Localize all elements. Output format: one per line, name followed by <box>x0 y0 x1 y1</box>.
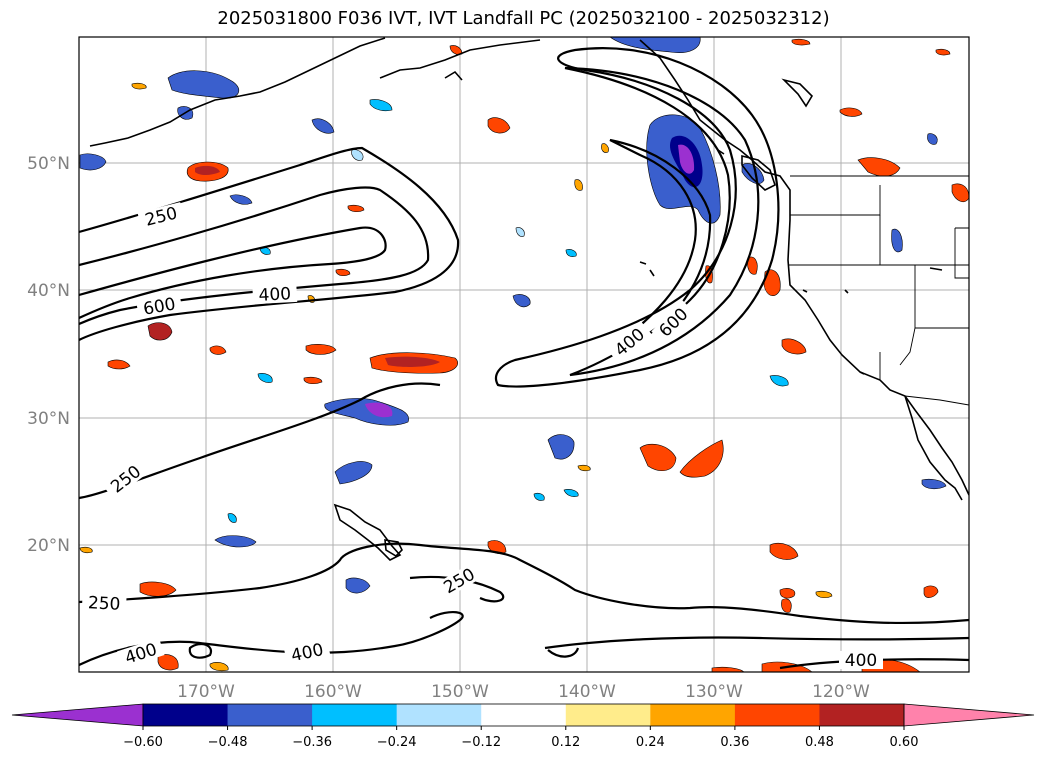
lat-tick-label: 30°N <box>27 409 70 429</box>
contour-label: 400 <box>258 284 291 306</box>
lon-tick-label: 120°W <box>812 682 870 702</box>
map-title: 2025031800 F036 IVT, IVT Landfall PC (20… <box>217 8 830 29</box>
colorbar-tick-label: 0.36 <box>720 735 749 750</box>
colorbar-tick-label: 0.12 <box>551 735 580 750</box>
lon-tick-label: 170°W <box>177 682 235 702</box>
colorbar-bin <box>396 704 482 726</box>
lon-tick-label: 130°W <box>685 682 743 702</box>
contour-label: 250 <box>87 593 120 615</box>
colorbar: −0.60 −0.48 −0.36 −0.24 −0.12 0.12 0.24 0.36 0.4… <box>11 703 1035 750</box>
coastlines <box>89 37 969 561</box>
colorbar-tick-label: −0.12 <box>461 735 501 750</box>
longitude-axis: 170°W 160°W 150°W 140°W 130°W 120°W <box>177 682 870 702</box>
colorbar-tick-label: −0.24 <box>377 735 417 750</box>
gridlines <box>79 37 969 672</box>
colorbar-bin <box>734 704 820 726</box>
colorbar-extend-max <box>903 703 1035 727</box>
contour-label: 400 <box>845 651 877 671</box>
colorbar-bin <box>227 704 313 726</box>
political-boundaries <box>788 175 969 406</box>
colorbar-bin <box>565 704 651 726</box>
colorbar-bin <box>481 704 567 726</box>
colorbar-bin <box>650 704 736 726</box>
contour-labels: 250 600 400 400 600 250 250 250 400 400 … <box>81 202 883 671</box>
colorbar-tick-label: 0.24 <box>636 735 665 750</box>
colorbar-tick-label: 0.48 <box>805 735 834 750</box>
latitude-axis: 50°N 40°N 30°N 20°N <box>27 154 70 556</box>
lon-tick-label: 150°W <box>431 682 489 702</box>
colorbar-bin <box>312 704 398 726</box>
colorbar-bin <box>143 704 229 726</box>
colorbar-outline <box>142 703 905 727</box>
colorbar-tick-label: −0.48 <box>208 735 248 750</box>
lon-tick-label: 140°W <box>558 682 616 702</box>
lat-tick-label: 20°N <box>27 536 70 556</box>
map-frame <box>78 36 970 673</box>
lat-tick-label: 50°N <box>27 154 70 174</box>
lon-tick-label: 160°W <box>304 682 362 702</box>
lat-tick-label: 40°N <box>27 281 70 301</box>
colorbar-tick-label: 0.60 <box>890 735 919 750</box>
colorbar-tick-label: −0.36 <box>292 735 332 750</box>
colorbar-extend-min <box>11 703 144 727</box>
map-plot-area: 250 600 400 400 600 250 250 250 400 400 … <box>79 37 969 672</box>
colorbar-bin <box>819 704 905 726</box>
colorbar-tick-label: −0.60 <box>123 735 163 750</box>
